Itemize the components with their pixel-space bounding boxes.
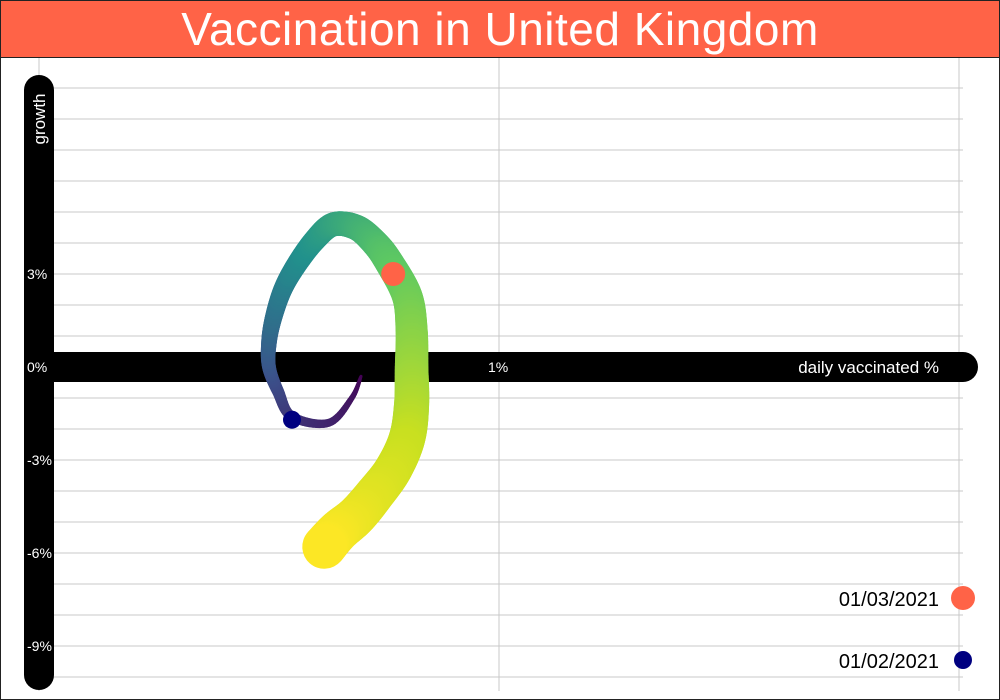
y-tick-label: -6% bbox=[27, 545, 52, 561]
legend-marker bbox=[954, 651, 972, 669]
grid bbox=[38, 58, 963, 691]
y-tick-label: 3% bbox=[27, 266, 47, 282]
markers bbox=[283, 262, 406, 429]
date-marker bbox=[381, 262, 406, 286]
date-marker bbox=[283, 410, 301, 429]
series-path bbox=[260, 211, 430, 569]
axes: growth daily vaccinated % bbox=[24, 75, 978, 690]
legend: 01/03/2021 01/02/2021 bbox=[839, 586, 975, 673]
legend-marker bbox=[951, 586, 975, 610]
legend-label: 01/03/2021 bbox=[839, 589, 939, 611]
title-bar: Vaccination in United Kingdom bbox=[1, 1, 999, 58]
tick-labels: 3% 0% -3% -6% -9% 1% bbox=[27, 266, 508, 654]
legend-label: 01/02/2021 bbox=[839, 651, 939, 673]
y-tick-label: 0% bbox=[27, 359, 47, 375]
x-axis-label: daily vaccinated % bbox=[798, 358, 939, 377]
y-axis-label: growth bbox=[30, 93, 49, 144]
x-tick-label: 1% bbox=[488, 359, 508, 375]
series-segment bbox=[302, 524, 347, 569]
y-tick-label: -3% bbox=[27, 452, 52, 468]
y-tick-label: -9% bbox=[27, 638, 52, 654]
chart-title: Vaccination in United Kingdom bbox=[181, 3, 819, 55]
